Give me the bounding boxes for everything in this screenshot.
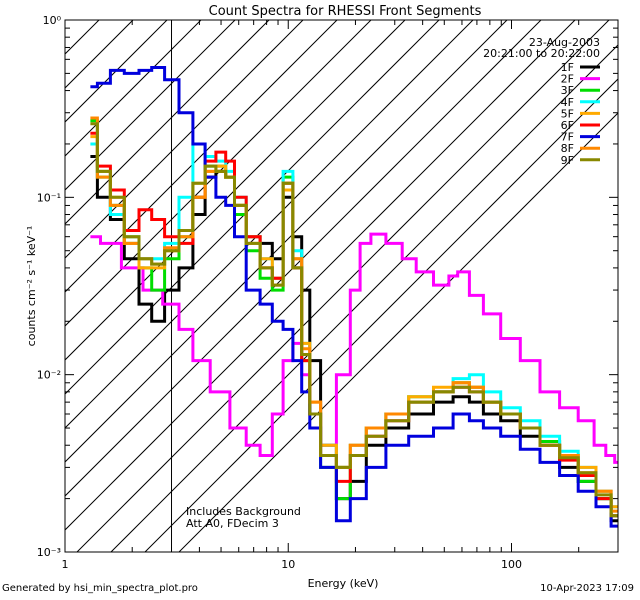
legend-label-4f: 4F [561, 96, 574, 109]
y-tick-label: 10⁻¹ [37, 191, 61, 204]
hatch-line [65, 20, 100, 55]
hatch-line [65, 20, 576, 531]
x-tick-label: 100 [501, 558, 522, 571]
hatch-line [65, 20, 406, 361]
chart-title: Count Spectra for RHESSI Front Segments [209, 4, 482, 19]
footer-timestamp: 10-Apr-2023 17:09 [540, 583, 634, 594]
legend-time-range: 20:21:00 to 20:22:00 [483, 47, 600, 60]
hatch-line [65, 20, 372, 327]
legend-label-9f: 9F [561, 154, 574, 167]
legend-label-5f: 5F [561, 107, 574, 120]
legend-label-7f: 7F [561, 131, 574, 144]
hatch-line [65, 20, 304, 259]
hatch-line [65, 20, 168, 123]
hatch-line [65, 20, 270, 225]
series-line-1f [90, 155, 618, 523]
hatch-line [65, 20, 508, 463]
y-tick-label: 10⁰ [43, 14, 62, 27]
hatch-line [65, 20, 236, 191]
plot-frame [64, 19, 619, 553]
legend-label-8f: 8F [561, 142, 574, 155]
series-line-9f [90, 122, 618, 518]
y-tick-label: 10⁻² [37, 369, 61, 382]
x-tick-label: 10 [281, 558, 295, 571]
hatch-line [144, 78, 618, 552]
hatch-line [65, 20, 338, 293]
y-tick-label: 10⁻³ [37, 546, 61, 559]
legend-label-2f: 2F [561, 73, 574, 86]
hatch-line [76, 20, 610, 552]
x-tick-label: 1 [62, 558, 69, 571]
series-line-7f [90, 66, 618, 528]
hatch-line [65, 20, 440, 395]
legend-label-3f: 3F [561, 84, 574, 97]
hatch-line [65, 20, 134, 89]
series-line-2f [90, 232, 618, 464]
legend-date: 23-Aug-2003 [529, 36, 600, 49]
y-axis-label: counts cm⁻² s⁻¹ keV⁻¹ [25, 226, 38, 347]
hatch-line [65, 20, 202, 157]
legend-label-1f: 1F [561, 61, 574, 74]
footer-generated-by: Generated by hsi_min_spectra_plot.pro [2, 583, 198, 594]
legend-label-6f: 6F [561, 119, 574, 132]
hatch-line [65, 20, 474, 429]
annotation-attenuator: Att A0, FDecim 3 [186, 517, 279, 530]
hatch-line [110, 44, 618, 552]
annotation-background: Includes Background [186, 505, 301, 518]
x-axis-label: Energy (keV) [308, 577, 379, 590]
